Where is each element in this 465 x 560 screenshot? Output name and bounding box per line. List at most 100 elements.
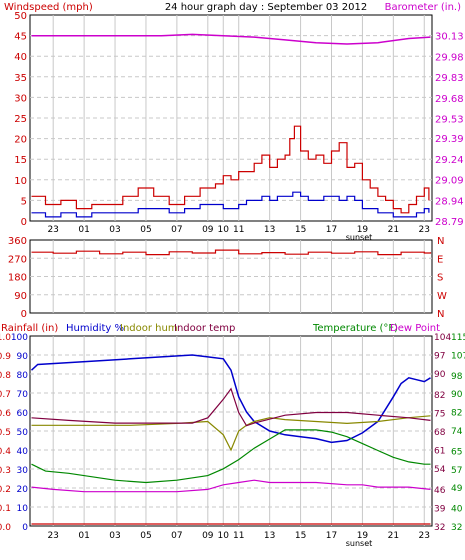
y-tick-compass: N <box>437 236 444 247</box>
x-tick-label: 17 <box>326 225 337 235</box>
series-line-blue <box>31 191 430 218</box>
y-tick-indoor-temp: 75 <box>434 410 445 420</box>
y-tick-indoor-temp: 54 <box>434 465 446 475</box>
legend-dew-point: Dew Point <box>390 323 440 334</box>
y-tick-direction: 270 <box>8 254 27 265</box>
y-tick-temperature: 98 <box>451 372 463 382</box>
legend-temperature: Temperature (°F) <box>312 323 398 334</box>
y-tick-humidity: 20 <box>17 485 29 495</box>
y-tick-indoor-temp: 32 <box>434 523 445 533</box>
y-tick-barometer: 29.53 <box>435 115 464 126</box>
y-tick-barometer: 29.24 <box>435 155 464 166</box>
x-tick-label: 15 <box>295 225 306 235</box>
y-tick-barometer: 28.94 <box>435 196 464 207</box>
y-tick-windspeed: 50 <box>14 11 27 22</box>
y-tick-temperature: 107 <box>451 351 465 361</box>
y-tick-rainfall: 0.6 <box>0 409 11 419</box>
x-tick-label: 11 <box>233 225 244 235</box>
y-tick-compass: E <box>437 254 443 265</box>
x-tick-label: 15 <box>295 531 306 541</box>
x-tick-label: 23 <box>419 225 430 235</box>
y-tick-indoor-temp: 97 <box>434 351 445 361</box>
y-tick-indoor-temp: 104 <box>434 333 451 343</box>
y-tick-rainfall: 0.1 <box>0 504 11 514</box>
y-tick-rainfall: 0.3 <box>0 466 11 476</box>
x-tick-label: 10 <box>218 225 230 235</box>
x-tick-label: 03 <box>109 531 120 541</box>
y-tick-temperature: 82 <box>451 409 462 419</box>
x-tick-label: 07 <box>171 531 182 541</box>
y-tick-barometer: 29.09 <box>435 176 464 187</box>
y-tick-indoor-temp: 68 <box>434 428 446 438</box>
wind-direction-panel <box>29 239 433 314</box>
y-tick-temperature: 49 <box>451 484 463 494</box>
x-tick-label: 09 <box>202 225 214 235</box>
y-tick-windspeed: 35 <box>14 73 27 84</box>
y-tick-humidity: 50 <box>17 428 29 438</box>
x-tick-label: 05 <box>140 225 151 235</box>
x-tick-label: 21 <box>388 225 399 235</box>
x-tick-label: 13 <box>264 225 275 235</box>
y-tick-humidity: 60 <box>17 409 29 419</box>
y-tick-rainfall: 0.2 <box>0 485 11 495</box>
sunset-label-bottom: sunset <box>346 539 373 548</box>
y-tick-indoor-temp: 90 <box>434 370 446 380</box>
x-tick-label: 23 <box>419 531 430 541</box>
x-tick-label: 01 <box>78 225 89 235</box>
y-tick-compass: W <box>437 291 447 302</box>
y-tick-barometer: 29.68 <box>435 94 464 105</box>
legend-rainfall: Rainfall (in) <box>1 323 58 334</box>
y-tick-humidity: 100 <box>11 333 28 343</box>
series-line-dew-point <box>31 479 431 493</box>
y-tick-rainfall: 0.5 <box>0 428 11 438</box>
y-tick-direction: 90 <box>14 291 27 302</box>
x-tick-label: 07 <box>171 225 182 235</box>
x-tick-label: 11 <box>233 531 244 541</box>
y-tick-rainfall: 0.8 <box>0 371 11 381</box>
y-tick-windspeed: 0 <box>21 217 27 228</box>
y-tick-temperature: 74 <box>451 427 463 437</box>
y-tick-temperature: 65 <box>451 447 462 457</box>
legend-indoor-temp: Indoor temp <box>174 323 235 334</box>
x-tick-label: 23 <box>47 225 58 235</box>
y-tick-humidity: 10 <box>17 504 29 514</box>
series-line-direction <box>31 249 432 256</box>
y-tick-windspeed: 25 <box>14 114 27 125</box>
y-tick-humidity: 40 <box>17 447 29 457</box>
x-tick-label: 09 <box>202 531 214 541</box>
y-tick-rainfall: 0.7 <box>0 390 11 400</box>
y-tick-windspeed: 5 <box>21 196 27 207</box>
x-tick-label: 21 <box>388 531 399 541</box>
y-tick-indoor-temp: 82 <box>434 391 445 401</box>
rain-humidity-temp-panel <box>29 335 433 527</box>
legend-humidity: Humidity % <box>66 323 124 334</box>
left-axis-label: Windspeed (mph) <box>4 2 93 13</box>
y-tick-barometer: 30.13 <box>435 32 464 43</box>
y-tick-humidity: 80 <box>17 371 29 381</box>
y-tick-temperature: 90 <box>451 390 463 400</box>
series-line-humidity- <box>30 354 431 444</box>
y-tick-barometer: 28.79 <box>435 217 464 228</box>
y-tick-windspeed: 45 <box>14 32 27 43</box>
wind-barometer-panel <box>29 14 433 222</box>
y-tick-windspeed: 30 <box>14 93 27 104</box>
y-tick-humidity: 0 <box>22 523 28 533</box>
sunset-label-top: sunset <box>346 233 373 242</box>
y-tick-rainfall: 1.0 <box>0 333 11 343</box>
y-tick-temperature: 32 <box>451 523 462 533</box>
y-tick-indoor-temp: 39 <box>434 505 446 515</box>
y-tick-barometer: 29.83 <box>435 73 464 84</box>
y-tick-direction: 180 <box>8 273 27 284</box>
y-tick-humidity: 70 <box>17 390 29 400</box>
y-tick-humidity: 90 <box>17 352 29 362</box>
y-tick-humidity: 30 <box>17 466 29 476</box>
y-tick-rainfall: 0.4 <box>0 447 11 457</box>
y-tick-indoor-temp: 46 <box>434 486 446 496</box>
y-tick-barometer: 29.39 <box>435 134 464 145</box>
x-tick-label: 19 <box>357 531 369 541</box>
legend-indoor-hum: Indoor hum <box>120 323 178 334</box>
y-tick-windspeed: 15 <box>14 155 27 166</box>
x-tick-label: 05 <box>140 531 151 541</box>
x-tick-label: 03 <box>109 225 120 235</box>
